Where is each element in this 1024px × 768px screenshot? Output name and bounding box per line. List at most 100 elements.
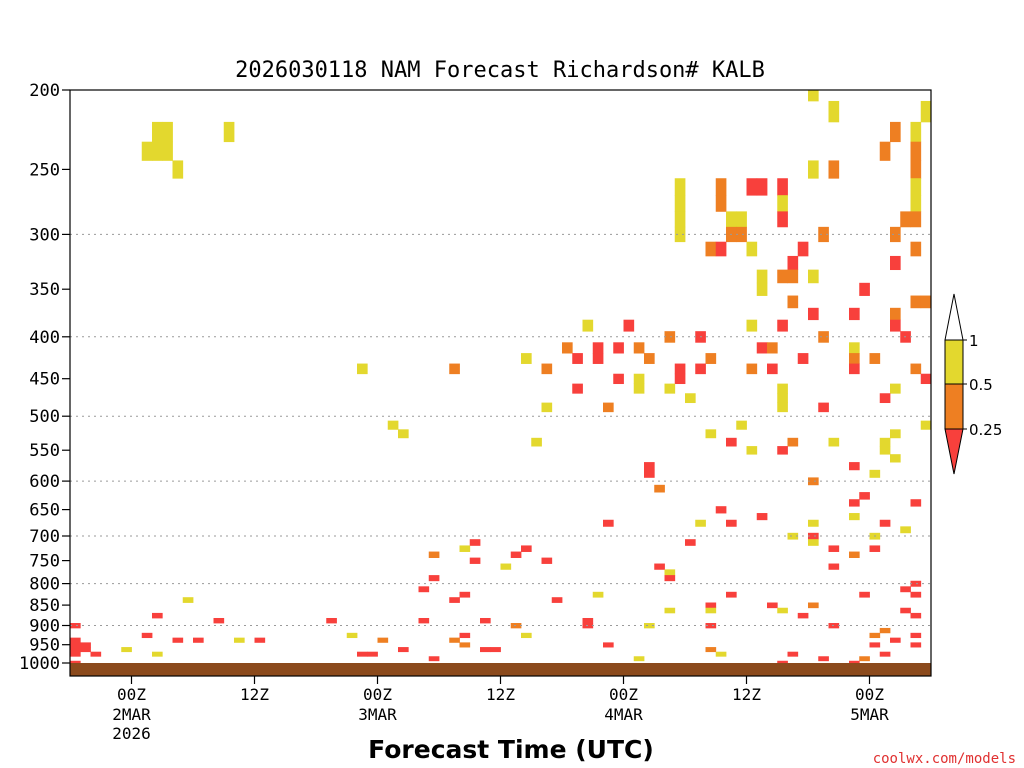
ri-cell-h76-p637.5 xyxy=(910,499,922,507)
ri-cell-h-6-p937.5 xyxy=(70,637,81,643)
ri-cell-h75-p287.5 xyxy=(900,211,911,228)
ri-cell-h64-p975 xyxy=(787,651,799,657)
x-tick-date-24: 3MAR xyxy=(358,705,397,724)
ri-cell-h76-p437.5 xyxy=(910,363,922,375)
ri-cell-h68-p762.5 xyxy=(828,563,840,570)
ri-cell-h1-p237.5 xyxy=(141,141,153,161)
ri-cell-h46-p487.5 xyxy=(603,402,614,413)
ri-cell-h72-p925 xyxy=(869,632,881,639)
ri-cell-h48-p387.5 xyxy=(623,319,635,332)
y-tick-label-650: 650 xyxy=(29,501,60,521)
legend-tick-label-2: 0.25 xyxy=(969,421,1002,439)
legend-bin-0.25-0.5 xyxy=(944,383,964,430)
ri-cell-h50-p587.5 xyxy=(644,469,655,478)
ri-cell-h-6-p950 xyxy=(70,642,81,648)
ri-cell-h66-p337.5 xyxy=(808,269,819,284)
ri-cell-h67-p400 xyxy=(818,331,829,343)
ri-cell-h52-p462.5 xyxy=(664,383,676,394)
ri-cell-h62-p437.5 xyxy=(767,363,778,375)
ri-cell-h76-p925 xyxy=(910,632,922,639)
ri-cell-h76-p262.5 xyxy=(910,178,922,196)
ri-cell-h40-p437.5 xyxy=(541,363,553,375)
ri-cell-h59-p300 xyxy=(736,226,747,243)
ri-cell-h74-p562.5 xyxy=(890,454,901,463)
ri-cell-h64-p537.5 xyxy=(787,437,799,447)
ri-cell-h-6-p900 xyxy=(70,623,81,629)
ri-cell-h52-p400 xyxy=(664,331,676,343)
ri-cell-h50-p900 xyxy=(644,623,655,629)
plot-background xyxy=(70,90,931,676)
ri-cell-h63-p475 xyxy=(777,393,788,404)
ri-cell-h76-p250 xyxy=(910,160,922,179)
ri-cell-h46-p950 xyxy=(603,642,614,648)
x-tick-year-0: 2026 xyxy=(112,724,151,743)
ri-cell-h47-p412.5 xyxy=(613,342,624,354)
ri-cell-h3-p237.5 xyxy=(162,141,173,161)
ri-cell-h-6-p975 xyxy=(70,651,81,657)
ri-cell-h63-p275 xyxy=(777,195,788,212)
ri-cell-h29-p737.5 xyxy=(428,551,440,558)
ri-cell-h38-p725 xyxy=(521,545,532,552)
ri-cell-h74-p375 xyxy=(890,307,901,321)
x-tick-label-12: 12Z xyxy=(240,685,269,704)
ri-cell-h72-p587.5 xyxy=(869,469,881,478)
ri-cell-h76-p950 xyxy=(910,642,922,648)
ri-cell-h42-p412.5 xyxy=(562,342,573,354)
ri-cell-h63-p862.5 xyxy=(777,607,788,614)
ground-layer xyxy=(70,663,931,676)
ri-cell-h76-p225 xyxy=(910,121,922,143)
ri-cell-h74-p937.5 xyxy=(890,637,901,643)
ri-cell-h49-p450 xyxy=(633,373,645,385)
ri-cell-h59-p287.5 xyxy=(736,211,747,228)
ri-cell-h74-p525 xyxy=(890,429,901,439)
ri-cell-h68-p212.5 xyxy=(828,100,840,123)
ri-cell-h63-p487.5 xyxy=(777,402,788,413)
ri-cell-h53-p275 xyxy=(674,195,686,212)
credit-link[interactable]: coolwx.com/models xyxy=(873,751,1016,767)
ri-cell-h24-p937.5 xyxy=(377,637,389,643)
ri-cell-h58-p537.5 xyxy=(726,437,737,447)
ri-cell-h67-p987.5 xyxy=(818,656,829,662)
ri-cell-h2-p875 xyxy=(152,612,163,619)
x-tick-label-60: 12Z xyxy=(732,685,761,704)
ri-cell-h73-p912.5 xyxy=(879,627,891,634)
ri-cell-h71-p987.5 xyxy=(859,656,870,662)
ri-cell-h56-p525 xyxy=(705,429,717,439)
legend-bin-0.5-1 xyxy=(944,339,964,385)
ri-cell-h63-p1000 xyxy=(777,660,788,664)
ri-cell-h3-p225 xyxy=(162,121,173,143)
legend-bin-gt1 xyxy=(944,293,964,341)
ri-cell-h40-p487.5 xyxy=(541,402,553,413)
y-tick-label-550: 550 xyxy=(29,441,60,461)
ri-cell-h53-p300 xyxy=(674,226,686,243)
ri-cell-h66-p375 xyxy=(808,307,819,321)
x-tick-date-72: 5MAR xyxy=(850,705,889,724)
x-tick-label-36: 12Z xyxy=(486,685,515,704)
ri-cell-h67-p487.5 xyxy=(818,402,829,413)
ri-cell-h57-p275 xyxy=(715,195,727,212)
ri-cell-h70-p1000 xyxy=(849,660,860,664)
ri-cell-h58-p287.5 xyxy=(726,211,737,228)
x-tick-date-0: 2MAR xyxy=(112,705,151,724)
ri-cell-h55-p437.5 xyxy=(695,363,706,375)
ri-cell-h70-p425 xyxy=(849,353,860,364)
ri-cell-h-5-p950 xyxy=(80,642,91,648)
y-tick-label-500: 500 xyxy=(29,407,60,427)
chart-title: 2026030118 NAM Forecast Richardson# KALB xyxy=(235,58,765,83)
y-tick-label-400: 400 xyxy=(29,328,60,348)
ri-cell-h74-p462.5 xyxy=(890,383,901,394)
ri-cell-h26-p525 xyxy=(398,429,409,439)
ri-cell-h64-p337.5 xyxy=(787,269,799,284)
ri-cell-h66-p600 xyxy=(808,477,819,486)
ri-cell-h41-p837.5 xyxy=(551,597,563,603)
ri-cell-h38-p925 xyxy=(521,632,532,639)
ri-cell-h44-p887.5 xyxy=(582,617,594,624)
ri-cell-h5-p837.5 xyxy=(182,597,194,603)
ri-cell-h63-p387.5 xyxy=(777,319,788,332)
ri-cell-h44-p387.5 xyxy=(582,319,594,332)
ri-cell-h8-p887.5 xyxy=(213,617,225,624)
ri-cell-h56-p962.5 xyxy=(705,647,717,653)
y-tick-label-450: 450 xyxy=(29,370,60,390)
ri-cell-h31-p837.5 xyxy=(449,597,460,603)
ri-cell-h51-p762.5 xyxy=(654,563,665,570)
